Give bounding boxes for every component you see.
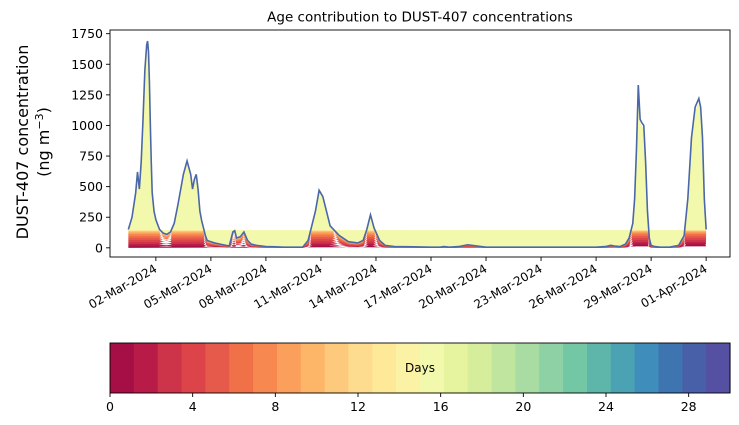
colorbar-cell	[229, 343, 254, 393]
colorbar-label: Days	[405, 361, 435, 375]
colorbar-cell	[205, 343, 230, 393]
colorbar-tick-label: 28	[681, 399, 697, 414]
y-tick-label: 1000	[71, 118, 103, 133]
colorbar-tick-label: 16	[433, 399, 449, 414]
colorbar-cell	[491, 343, 516, 393]
y-tick-label: 250	[79, 210, 103, 225]
colorbar-tick-label: 12	[350, 399, 366, 414]
colorbar-tick-label: 8	[271, 399, 279, 414]
colorbar-cell	[658, 343, 683, 393]
colorbar-cell	[563, 343, 588, 393]
colorbar-cell	[157, 343, 183, 393]
y-tick-label: 0	[95, 240, 103, 255]
plot-area: 0 250 500 750 1000 1250 1500 1750 02-Mar-202405…	[71, 26, 731, 312]
colorbar-cell	[110, 343, 135, 393]
plot-frame	[109, 29, 731, 258]
colorbar-cell	[634, 343, 660, 393]
colorbar-frame	[109, 342, 731, 394]
y-axis-label: DUST-407 concentration (ng m−3)	[13, 45, 53, 240]
colorbar-cell	[539, 343, 564, 393]
y-tick-label: 1500	[71, 57, 103, 72]
colorbar-cell	[348, 343, 373, 393]
colorbar-cell	[610, 343, 636, 393]
colorbar-cell	[420, 343, 445, 393]
y-axis-ticks: 0 250 500 750 1000 1250 1500 1750	[71, 26, 110, 255]
y-tick-label: 500	[79, 179, 103, 194]
colorbar: Days 0 4 8 12 16 20 24 28	[106, 342, 731, 414]
x-axis-ticks: 02-Mar-202405-Mar-202408-Mar-202411-Mar-…	[86, 257, 710, 312]
colorbar-cell	[300, 343, 326, 393]
total-concentration-line	[127, 40, 707, 249]
colorbar-cell	[276, 343, 302, 393]
colorbar-cell	[706, 343, 731, 393]
colorbar-cell	[181, 343, 206, 393]
colorbar-cell	[467, 343, 493, 393]
colorbar-tick-label: 20	[515, 399, 531, 414]
colorbar-tick-label: 0	[106, 399, 114, 414]
colorbar-cells	[110, 343, 731, 393]
colorbar-cell	[253, 343, 278, 393]
colorbar-ticks: 0 4 8 12 16 20 24 28	[106, 393, 697, 414]
colorbar-tick-label: 24	[598, 399, 614, 414]
y-tick-label: 1250	[71, 87, 103, 102]
colorbar-cell	[515, 343, 540, 393]
colorbar-cell	[372, 343, 397, 393]
y-axis-label-line2: (ng m−3)	[33, 107, 54, 177]
y-tick-label: 1750	[71, 26, 103, 41]
colorbar-cell	[396, 343, 421, 393]
colorbar-tick-label: 4	[189, 399, 197, 414]
plot-background	[110, 30, 730, 257]
colorbar-cell	[682, 343, 707, 393]
colorbar-cell	[443, 343, 469, 393]
y-axis-label-line1: DUST-407 concentration	[13, 45, 32, 240]
colorbar-cell	[133, 343, 159, 393]
y-tick-label: 750	[79, 149, 103, 164]
colorbar-cell	[324, 343, 350, 393]
chart-title: Age contribution to DUST-407 concentrati…	[267, 10, 573, 26]
colorbar-cell	[586, 343, 612, 393]
